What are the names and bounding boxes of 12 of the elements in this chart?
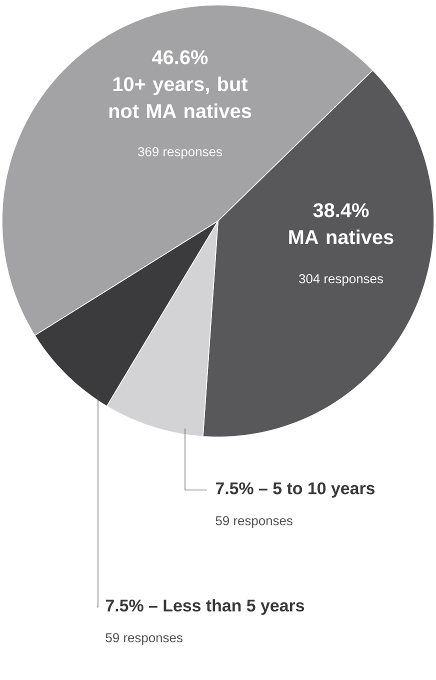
slice-label: 5 to 10 years <box>273 482 375 498</box>
text: 304 responses <box>299 274 383 286</box>
slice-label: Less than 5 years <box>164 599 304 615</box>
text: 369 responses <box>138 147 222 159</box>
data-label: 46.6% <box>152 50 208 64</box>
slice-label: MA natives <box>289 230 394 244</box>
data-label: 38.4% <box>313 203 369 218</box>
data-label: 7.5% – <box>216 482 268 494</box>
text: 59 responses <box>216 516 292 528</box>
text: 59 responses <box>106 633 182 645</box>
slice-label: 10+ years, but not MA natives <box>109 76 252 118</box>
data-label: 7.5% – <box>106 600 158 612</box>
